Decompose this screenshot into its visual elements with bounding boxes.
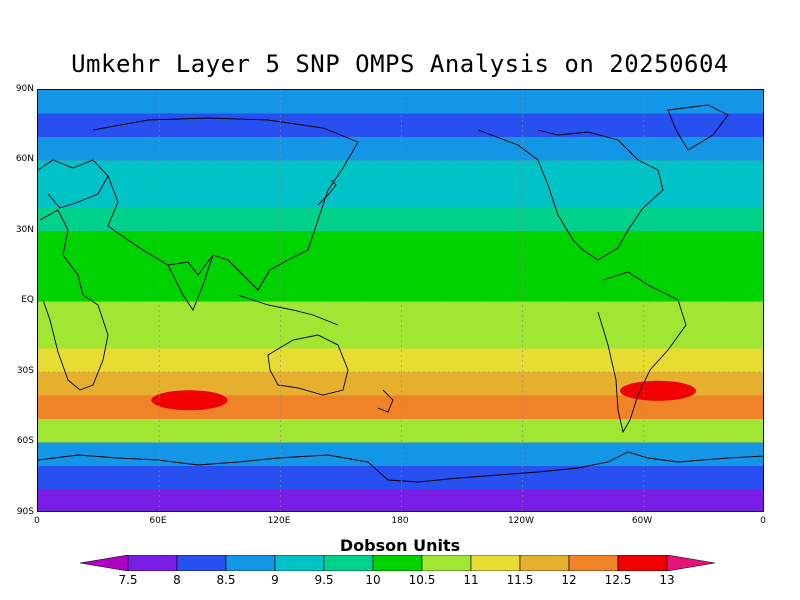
colorbar-segment-3 (274, 555, 325, 571)
colorbar-label: 11 (463, 573, 479, 587)
zonal-band-5 (38, 207, 763, 232)
colorbar-label: 8.5 (216, 573, 236, 587)
colorbar-title: Dobson Units (339, 536, 461, 555)
zonal-band-6 (38, 231, 763, 255)
colorbar-label: 9 (271, 573, 279, 587)
colorbar-label: 13 (659, 573, 675, 587)
y-tick-eq: EQ (21, 295, 34, 305)
colorbar-label: 12.5 (604, 573, 632, 587)
zonal-band-14 (38, 419, 763, 443)
zonal-band-1 (38, 113, 763, 138)
y-tick-30n: 30N (15, 225, 34, 235)
colorbar-label: 7.5 (118, 573, 138, 587)
coastline-india (167, 254, 214, 311)
coastline-greenland (667, 104, 729, 151)
colorbar-segment-9 (568, 555, 619, 571)
ozone-map-canvas (38, 90, 763, 511)
colorbar-label: 8 (173, 573, 181, 587)
zonal-band-10 (38, 325, 763, 349)
x-tick-120e: 120E (267, 516, 291, 526)
colorbar-segment-1 (176, 555, 227, 571)
contour-bands (38, 90, 763, 511)
zonal-band-3 (38, 160, 763, 185)
x-tick-180: 180 (391, 516, 409, 526)
zonal-band-9 (38, 301, 763, 326)
x-tick-0-end: 0 (760, 516, 766, 526)
x-tick-60e: 60E (149, 516, 167, 526)
coastline-australia (267, 334, 349, 396)
zonal-band-2 (38, 137, 763, 161)
coastline-japan (317, 179, 337, 206)
y-tick-30s: 30S (16, 366, 34, 376)
colorbar-segment-8 (519, 555, 570, 571)
coastline-north-america (477, 129, 664, 261)
colorbar-label: 10.5 (408, 573, 436, 587)
coastline-antarctica (38, 451, 763, 483)
maximum-region-0 (151, 390, 228, 411)
colorbar-segment-2 (225, 555, 276, 571)
y-tick-60s: 60S (16, 436, 34, 446)
colorbar-label: 9.5 (314, 573, 334, 587)
zonal-band-16 (38, 466, 763, 490)
y-tick-90n: 90N (15, 84, 34, 94)
zonal-band-15 (38, 442, 763, 467)
coastline-asia (92, 117, 359, 291)
zonal-band-7 (38, 254, 763, 279)
colorbar-arrow-high (666, 555, 716, 571)
colorbar-segment-5 (372, 555, 423, 571)
zonal-band-4 (38, 184, 763, 208)
coastline-new-zealand (377, 389, 394, 413)
x-tick-60w: 60W (631, 516, 653, 526)
zonal-band-17 (38, 489, 763, 511)
map-title: Umkehr Layer 5 SNP OMPS Analysis on 2025… (71, 50, 729, 78)
colorbar-arrow-low (80, 555, 129, 571)
ozone-map (37, 89, 764, 512)
colorbar-label: 12 (561, 573, 577, 587)
colorbar-label: 10 (365, 573, 381, 587)
grid-lines (38, 90, 763, 511)
x-tick-120w: 120W (507, 516, 535, 526)
x-tick-0: 0 (34, 516, 40, 526)
zonal-band-0 (38, 90, 763, 114)
coastline-south-america (597, 271, 687, 434)
zonal-band-11 (38, 348, 763, 373)
colorbar-label: 11.5 (506, 573, 534, 587)
colorbar-segment-7 (470, 555, 521, 571)
colorbar (80, 555, 716, 571)
colorbar-segment-4 (323, 555, 374, 571)
colorbar-segment-10 (617, 555, 668, 571)
coastline-africa (39, 209, 109, 391)
zonal-band-8 (38, 278, 763, 302)
y-tick-90s: 90S (16, 507, 34, 517)
colorbar-segment-0 (127, 555, 178, 571)
colorbar-segment-6 (421, 555, 472, 571)
y-tick-60n: 60N (15, 154, 34, 164)
maximum-region-1 (619, 380, 696, 401)
